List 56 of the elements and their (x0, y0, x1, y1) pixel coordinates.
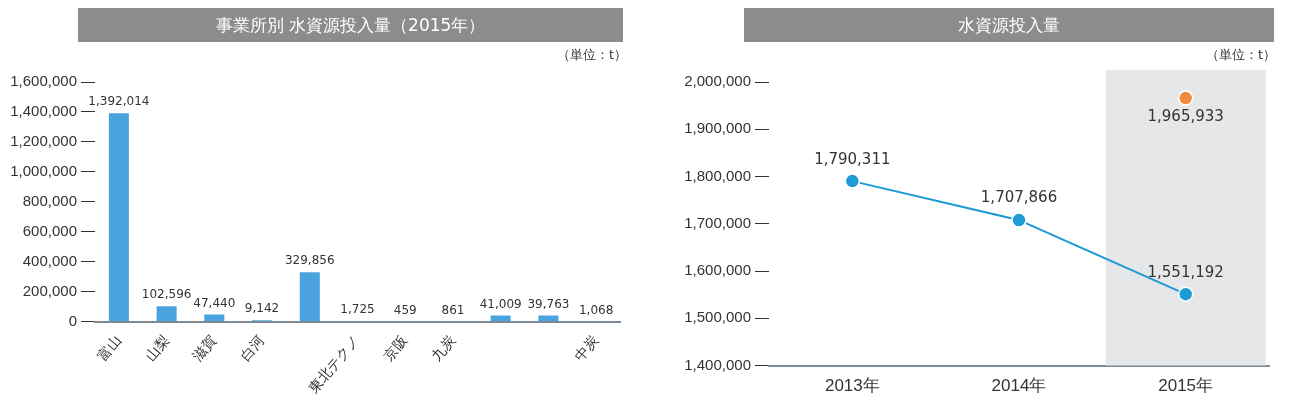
bar (538, 315, 559, 322)
y-tick-label: 1,000,000 (10, 161, 77, 179)
x-tick-label: 京阪 (380, 332, 411, 364)
data-label: 9,142 (244, 301, 280, 316)
x-tick-label: 東北テクノ (305, 332, 363, 397)
data-label: 1,707,866 (980, 188, 1058, 207)
data-label: 102,596 (141, 287, 192, 302)
text: （単位：t） (1205, 46, 1276, 64)
point (1177, 90, 1194, 106)
data-label: 1,392,014 (88, 94, 150, 109)
y-tick-label: 2,000,000 (684, 72, 751, 90)
data-label: 1,790,311 (814, 149, 891, 168)
data-label: 459 (393, 302, 417, 317)
data-label: 1,725 (340, 302, 375, 317)
data-label: 47,440 (193, 295, 236, 310)
bar (299, 272, 320, 322)
y-tick-label: 1,500,000 (684, 308, 751, 326)
data-label: 39,763 (527, 296, 570, 311)
y-tick-label: 1,400,000 (684, 355, 751, 373)
y-tick-label: 200,000 (22, 281, 77, 299)
y-tick-label: 1,600,000 (10, 72, 77, 90)
chart-title: 水資源投入量 (744, 8, 1274, 42)
bar (156, 306, 177, 322)
x-tick-label: 2014年 (991, 376, 1047, 396)
data-label: 861 (441, 302, 465, 317)
chart-title: 事業所別 水資源投入量（2015年） (78, 8, 623, 42)
y-tick-label: 1,400,000 (10, 102, 77, 120)
y-tick-label: 1,800,000 (684, 166, 751, 184)
y-tick-label: 400,000 (22, 251, 77, 269)
x-tick-label: 中炭 (571, 332, 602, 364)
y-tick-label: 1,600,000 (684, 261, 751, 279)
x-tick-label: 2013年 (824, 376, 880, 396)
x-tick-label: 滋賀 (189, 332, 220, 364)
data-label: 1,965,933 (1147, 107, 1224, 126)
bar (108, 113, 129, 322)
bar (490, 315, 511, 322)
point (844, 173, 861, 189)
x-tick-label: 富山 (93, 332, 125, 364)
x-tick-label: 九炭 (427, 332, 459, 364)
x-tick-label: 山梨 (141, 332, 172, 364)
y-tick-label: 1,700,000 (684, 213, 751, 231)
x-tick-label: 白河 (237, 332, 268, 364)
data-label: 41,009 (479, 296, 522, 311)
point (1011, 212, 1027, 228)
data-label: 1,068 (578, 302, 614, 317)
y-tick-label: 600,000 (22, 221, 77, 239)
y-tick-label: 0 (68, 311, 77, 329)
x-tick-label: 2015年 (1158, 376, 1214, 396)
y-tick-label: 800,000 (22, 191, 77, 209)
bar (204, 314, 225, 322)
text: （単位：t） (556, 46, 627, 64)
data-label: 329,856 (284, 253, 335, 268)
data-label: 1,551,192 (1147, 262, 1224, 281)
y-tick-label: 1,900,000 (684, 119, 751, 137)
y-tick-label: 1,200,000 (10, 132, 77, 150)
point (1177, 286, 1194, 302)
